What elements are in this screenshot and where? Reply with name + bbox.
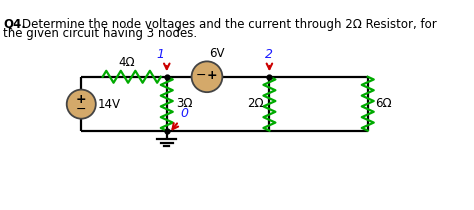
Text: 3Ω: 3Ω [176,97,193,110]
Text: +: + [76,93,87,106]
Text: the given circuit having 3 nodes.: the given circuit having 3 nodes. [3,27,198,40]
Text: 2: 2 [265,47,273,60]
Text: 6V: 6V [209,47,224,60]
Text: Q4.: Q4. [3,18,26,31]
Text: 1: 1 [156,48,164,61]
Text: 6Ω: 6Ω [375,97,392,110]
Text: 0: 0 [181,106,189,119]
Circle shape [67,90,96,119]
Text: −: − [196,70,206,82]
Text: 4Ω: 4Ω [118,56,135,69]
Text: Determine the node voltages and the current through 2Ω Resistor, for: Determine the node voltages and the curr… [22,18,437,31]
Text: 14V: 14V [98,98,120,111]
Text: −: − [76,103,86,116]
Text: 2Ω: 2Ω [247,97,264,110]
Circle shape [191,61,222,92]
Text: +: + [207,70,218,82]
